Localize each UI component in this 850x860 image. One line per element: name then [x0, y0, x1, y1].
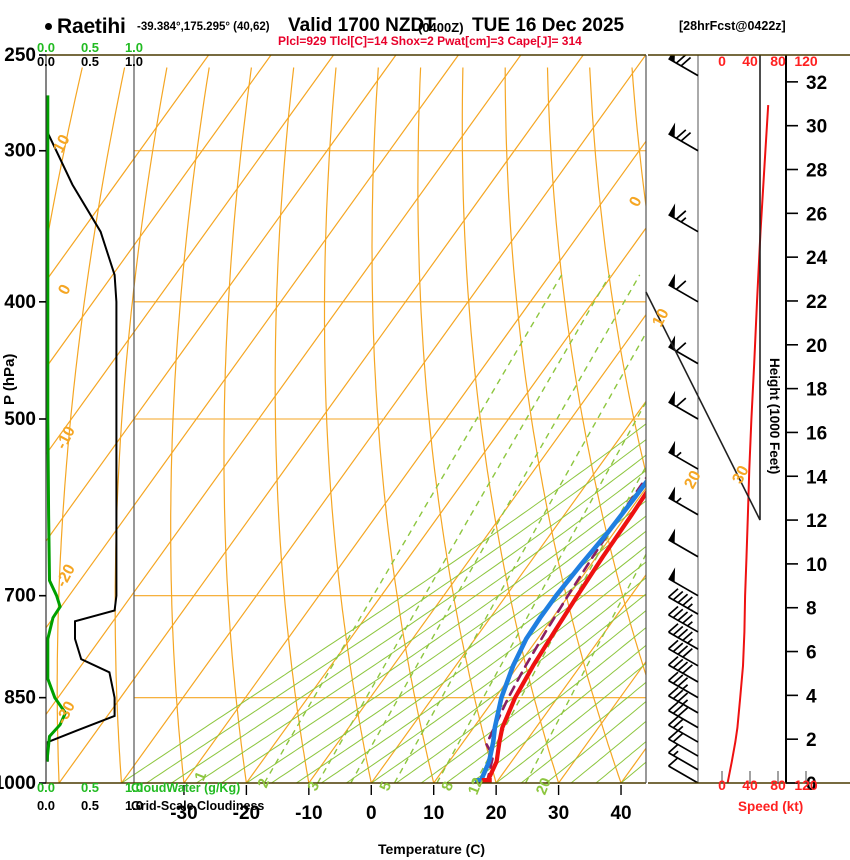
- svg-text:120: 120: [794, 53, 818, 69]
- svg-text:1.0: 1.0: [125, 798, 143, 813]
- svg-text:28: 28: [806, 161, 827, 182]
- svg-text:2: 2: [254, 776, 273, 790]
- svg-text:80: 80: [770, 777, 786, 793]
- svg-text:1.0: 1.0: [125, 780, 143, 795]
- svg-text:80: 80: [770, 53, 786, 69]
- svg-text:-20: -20: [53, 562, 79, 590]
- svg-text:-30: -30: [170, 803, 197, 824]
- cloud-profiles: [46, 95, 118, 762]
- valid-date: TUE 16 Dec 2025: [472, 15, 625, 36]
- forecast-stamp: [28hrFcst@0422z]: [679, 19, 786, 33]
- svg-text:5: 5: [376, 779, 395, 793]
- svg-text:8: 8: [806, 599, 817, 620]
- svg-text:0.0: 0.0: [37, 780, 55, 795]
- cloudiness-legend-label: Grid-Scale Cloudiness: [131, 799, 265, 813]
- header: Raetihi -39.384°,175.295° (40,62) Valid …: [0, 8, 850, 38]
- station-name: Raetihi: [57, 15, 126, 38]
- svg-text:-10: -10: [295, 803, 322, 824]
- svg-text:1.0: 1.0: [125, 40, 143, 55]
- svg-text:0: 0: [718, 777, 726, 793]
- svg-text:3: 3: [304, 779, 323, 793]
- svg-text:16: 16: [806, 423, 827, 444]
- svg-text:0.0: 0.0: [37, 54, 55, 69]
- svg-text:700: 700: [4, 586, 36, 607]
- svg-text:40: 40: [610, 803, 631, 824]
- svg-text:-10: -10: [53, 424, 79, 452]
- svg-text:500: 500: [4, 409, 36, 430]
- grid-lines: [46, 55, 646, 783]
- svg-text:0.0: 0.0: [37, 40, 55, 55]
- stability-indices: Plcl=929 Tlcl[C]=14 Shox=2 Pwat[cm]=3 Ca…: [278, 34, 582, 48]
- svg-text:0.0: 0.0: [37, 798, 55, 813]
- svg-text:22: 22: [806, 292, 827, 313]
- svg-text:12: 12: [806, 511, 827, 532]
- pressure-axis-label: P (hPa): [1, 353, 18, 405]
- svg-text:300: 300: [4, 141, 36, 162]
- svg-text:2: 2: [806, 730, 817, 751]
- svg-text:24: 24: [806, 248, 828, 269]
- valid-time-utc: (0400Z): [418, 20, 464, 35]
- svg-text:-20: -20: [233, 803, 260, 824]
- grid-labels: 2503004005007008501000-30-20-10010203040…: [0, 40, 828, 824]
- svg-text:4: 4: [806, 686, 817, 707]
- svg-text:20: 20: [533, 775, 555, 797]
- temperature-axis-label: Temperature (C): [378, 841, 486, 857]
- svg-text:0: 0: [626, 194, 645, 210]
- svg-text:30: 30: [806, 117, 827, 138]
- svg-text:12: 12: [465, 775, 487, 797]
- svg-text:10: 10: [423, 803, 444, 824]
- svg-text:10: 10: [649, 306, 672, 330]
- svg-text:250: 250: [4, 45, 36, 66]
- svg-text:0.5: 0.5: [81, 780, 99, 795]
- valid-time: Valid 1700 NZDT: [288, 15, 436, 36]
- svg-text:0.5: 0.5: [81, 40, 99, 55]
- svg-text:0: 0: [55, 282, 74, 298]
- svg-text:14: 14: [806, 467, 828, 488]
- station-coords: -39.384°,175.295° (40,62): [137, 21, 270, 33]
- svg-text:30: 30: [548, 803, 569, 824]
- svg-text:30: 30: [729, 463, 752, 487]
- svg-text:26: 26: [806, 204, 827, 225]
- svg-text:400: 400: [4, 292, 36, 313]
- svg-text:40: 40: [742, 777, 758, 793]
- height-profile: [726, 105, 770, 783]
- svg-text:6: 6: [806, 643, 817, 664]
- sounding-profiles: [474, 475, 646, 783]
- plot-frame: [39, 54, 850, 795]
- wind-barbs: [667, 55, 699, 783]
- svg-text:20: 20: [486, 803, 507, 824]
- station-marker-icon: [45, 23, 52, 30]
- svg-text:18: 18: [806, 380, 827, 401]
- svg-text:20: 20: [681, 468, 704, 492]
- svg-text:10: 10: [50, 132, 73, 156]
- svg-text:0: 0: [718, 53, 726, 69]
- cloudwater-legend-label: CloudWater (g/Kg): [131, 781, 241, 795]
- svg-text:0: 0: [806, 774, 817, 795]
- svg-text:40: 40: [742, 53, 758, 69]
- svg-text:1000: 1000: [0, 773, 36, 794]
- svg-text:0.5: 0.5: [81, 798, 99, 813]
- svg-text:32: 32: [806, 73, 827, 94]
- svg-text:10: 10: [806, 555, 827, 576]
- svg-text:0: 0: [366, 803, 377, 824]
- svg-text:1.0: 1.0: [125, 54, 143, 69]
- svg-text:850: 850: [4, 688, 36, 709]
- height-axis-label: Height (1000 Feet): [767, 358, 782, 475]
- speed-axis-label: Speed (kt): [738, 799, 804, 814]
- svg-text:120: 120: [794, 777, 818, 793]
- svg-text:0.5: 0.5: [81, 54, 99, 69]
- svg-text:20: 20: [806, 336, 827, 357]
